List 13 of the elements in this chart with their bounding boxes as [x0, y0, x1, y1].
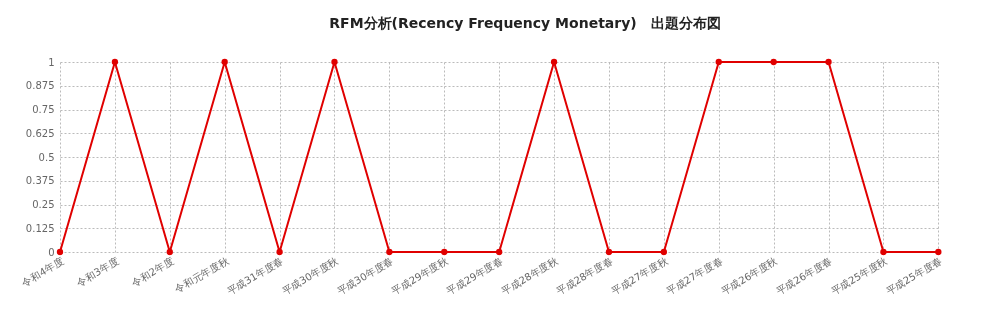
y-tick-label: 0.875: [25, 80, 55, 92]
x-tick-label: 令和3年度: [74, 255, 121, 289]
y-tick-label: 0.25: [32, 199, 55, 210]
y-tick-label: 1: [48, 56, 55, 68]
x-tick-label: 令和4年度: [19, 255, 66, 289]
chart-title: RFM分析(Recency Frequency Monetary) 出題分布図: [329, 15, 721, 31]
x-tick-label: 令和2年度: [129, 255, 176, 289]
y-tick-label: 0.75: [32, 104, 55, 115]
y-tick-label: 0.125: [25, 222, 55, 234]
y-tick-label: 0: [48, 246, 55, 258]
y-tick-label: 0.5: [38, 151, 55, 163]
y-tick-label: 0.375: [25, 175, 55, 187]
y-tick-label: 0.625: [25, 127, 55, 139]
